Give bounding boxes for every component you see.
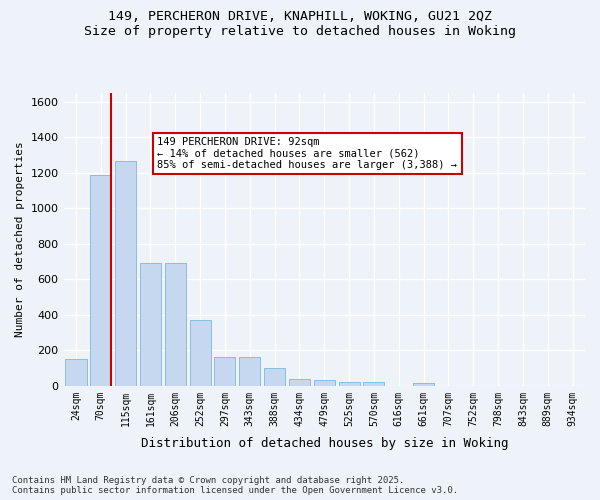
- Bar: [264, 368, 285, 386]
- Bar: [115, 162, 136, 386]
- Bar: [289, 378, 310, 386]
- Y-axis label: Number of detached properties: Number of detached properties: [15, 142, 25, 338]
- Bar: [214, 356, 235, 386]
- Bar: [239, 356, 260, 386]
- Bar: [65, 359, 86, 386]
- Bar: [90, 174, 112, 386]
- Bar: [190, 320, 211, 386]
- Text: 149, PERCHERON DRIVE, KNAPHILL, WOKING, GU21 2QZ
Size of property relative to de: 149, PERCHERON DRIVE, KNAPHILL, WOKING, …: [84, 10, 516, 38]
- X-axis label: Distribution of detached houses by size in Woking: Distribution of detached houses by size …: [140, 437, 508, 450]
- Text: Contains HM Land Registry data © Crown copyright and database right 2025.
Contai: Contains HM Land Registry data © Crown c…: [12, 476, 458, 495]
- Text: 149 PERCHERON DRIVE: 92sqm
← 14% of detached houses are smaller (562)
85% of sem: 149 PERCHERON DRIVE: 92sqm ← 14% of deta…: [157, 137, 457, 170]
- Bar: [140, 264, 161, 386]
- Bar: [364, 382, 385, 386]
- Bar: [338, 382, 359, 386]
- Bar: [413, 383, 434, 386]
- Bar: [165, 264, 186, 386]
- Bar: [314, 380, 335, 386]
